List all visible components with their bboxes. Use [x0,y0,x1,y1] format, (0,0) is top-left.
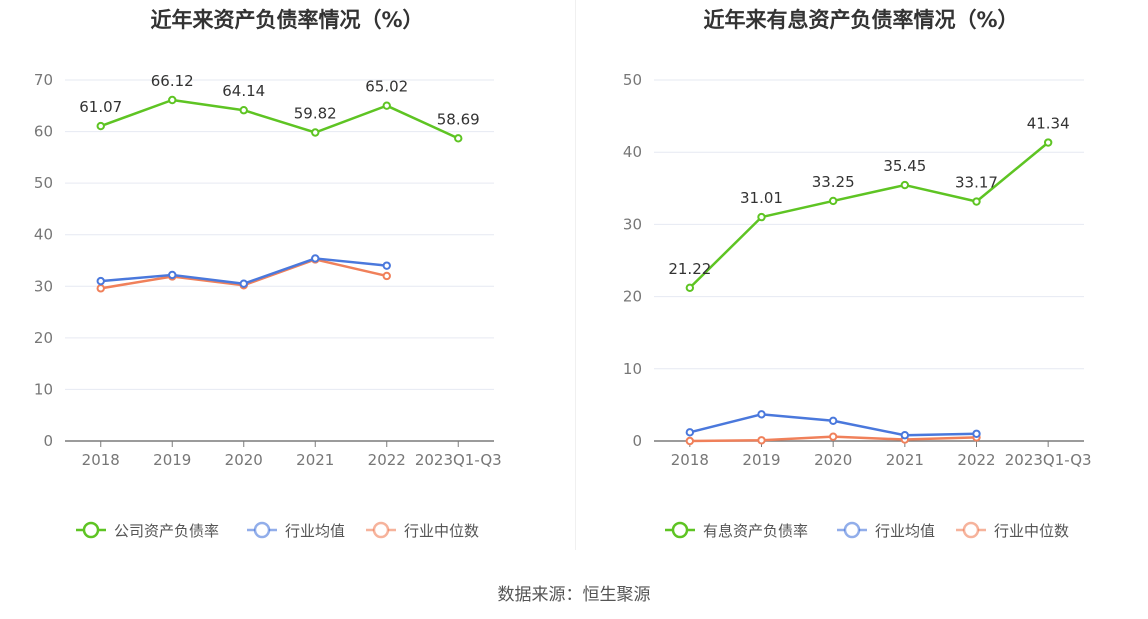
legend-marker [253,521,271,539]
y-tick-label: 40 [34,226,53,244]
y-tick-label: 10 [34,380,53,398]
y-tick-label: 70 [34,71,53,89]
data-label: 35.45 [883,157,926,175]
data-label: 64.14 [222,82,265,100]
chart-title-right: 近年来有息资产负债率情况（%） [703,8,1019,32]
data-point [96,121,105,131]
legend-label: 行业中位数 [404,522,479,540]
legend-marker [671,521,689,539]
x-tick-label: 2019 [742,451,780,469]
data-label: 41.34 [1027,115,1070,133]
data-point [1043,138,1053,147]
series-line [100,98,459,140]
data-label: 33.25 [812,173,855,191]
chart-panel-right: 近年来有息资产负债率情况（%） 0 10 20 30 40 50 2018 2019 2020 2… [574,0,1148,560]
x-tick-label: 2021 [886,451,924,469]
data-point [96,276,105,286]
data-point [382,261,391,270]
x-tick-label: 2023Q1-Q3 [1005,451,1092,469]
chart-panel-left: 近年来资产负债率情况（%） 0 10 20 30 40 50 60 70 2018 2019 202… [0,0,574,560]
x-tick-label: 2018 [671,451,709,469]
x-tick-label: 2020 [814,451,852,469]
chart-svg-right: 0 10 20 30 40 50 2018 2019 2020 2021 2022 2023Q1-Q3… [623,71,1092,540]
data-label: 66.12 [151,72,194,90]
y-tick-label: 60 [34,123,53,141]
data-point [239,106,248,115]
legend-marker [962,521,980,539]
data-label: 58.69 [437,110,480,128]
data-label: 31.01 [740,189,783,207]
data-point [239,279,248,288]
data-point [828,196,838,206]
y-tick-label: 20 [34,329,53,347]
data-point [972,197,981,206]
data-point [757,410,766,419]
x-tick-label: 2022 [957,451,995,469]
chart-title-left: 近年来资产负债率情况（%） [150,8,424,32]
y-tick-label: 20 [623,288,642,306]
data-point [828,416,838,425]
y-tick-label: 40 [623,143,642,161]
data-point [972,429,981,438]
data-label: 33.17 [955,174,998,192]
data-point [685,428,695,437]
y-tick-label: 0 [632,432,642,450]
y-tick-label: 0 [43,432,53,450]
x-tick-label: 2023Q1-Q3 [415,451,502,469]
legend-label: 公司资产负债率 [114,522,219,540]
y-tick-label: 50 [623,71,642,89]
data-label: 65.02 [365,78,408,96]
x-tick-label: 2019 [153,451,191,469]
x-tick-label: 2018 [82,451,120,469]
data-point [900,180,910,190]
data-label: 21.22 [668,260,711,278]
chart-svg-left: 0 10 20 30 40 50 60 70 2018 2019 2020 2021 2022 2023Q… [34,71,502,540]
data-point [685,283,695,292]
y-tick-label: 30 [34,277,53,295]
data-source-note: 数据来源：恒生聚源 [497,585,651,605]
data-point [828,432,838,441]
data-point [311,254,320,263]
series-line [688,141,1049,289]
data-point [900,431,910,440]
y-tick-label: 50 [34,174,53,192]
y-tick-label: 10 [623,360,642,378]
legend-label: 行业均值 [285,522,345,540]
data-point [96,284,105,293]
legend-marker [372,521,390,539]
x-tick-label: 2022 [368,451,406,469]
data-point [311,128,320,137]
data-point [454,134,463,143]
data-point [757,436,766,445]
y-tick-label: 30 [623,215,642,233]
data-point [757,212,766,222]
x-tick-label: 2021 [296,451,334,469]
panel-divider [575,0,576,550]
legend-marker [843,521,861,539]
data-point [685,436,695,446]
legend-marker [82,521,100,539]
x-tick-label: 2020 [225,451,263,469]
legend-label: 行业均值 [875,522,935,540]
legend-label: 行业中位数 [994,522,1069,540]
data-point [382,101,391,110]
data-point [168,95,177,105]
legend-label: 有息资产负债率 [703,522,808,540]
data-point [168,270,177,280]
data-point [382,271,391,281]
data-label: 61.07 [79,98,122,116]
data-label: 59.82 [294,104,337,122]
